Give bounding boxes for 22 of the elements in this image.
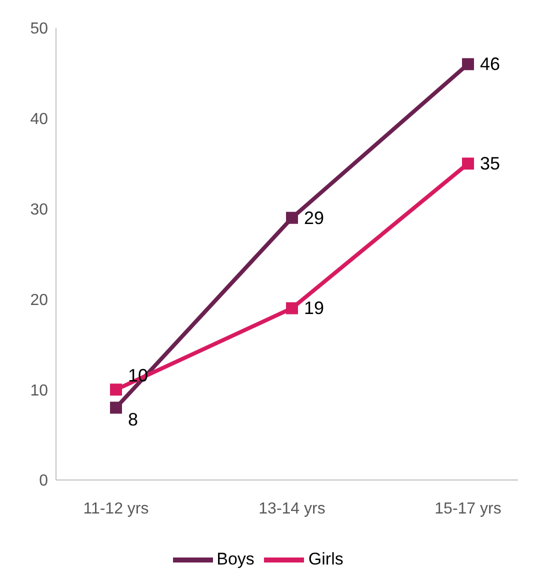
data-label: 46 <box>480 54 500 74</box>
x-tick-label: 11-12 yrs <box>83 500 149 518</box>
point <box>462 158 474 170</box>
y-tick-label: 0 <box>39 472 48 490</box>
point <box>110 402 122 414</box>
point <box>286 212 298 224</box>
y-tick-label: 50 <box>30 20 48 38</box>
data-label: 19 <box>304 298 324 318</box>
data-label: 29 <box>304 208 324 228</box>
y-tick-label: 20 <box>30 292 48 309</box>
y-tick-label: 30 <box>30 201 48 218</box>
point <box>110 384 122 396</box>
x-tick-label: 13-14 yrs <box>258 500 326 518</box>
y-tick-label: 10 <box>30 382 48 400</box>
legend-label: Girls <box>308 549 344 568</box>
y-tick-label: 40 <box>30 111 48 128</box>
legend-label: Boys <box>216 549 254 568</box>
data-label: 8 <box>128 410 138 430</box>
point <box>286 302 298 314</box>
point <box>462 58 474 70</box>
x-tick-label: 15-17 yrs <box>434 500 502 518</box>
data-label: 35 <box>480 154 500 174</box>
